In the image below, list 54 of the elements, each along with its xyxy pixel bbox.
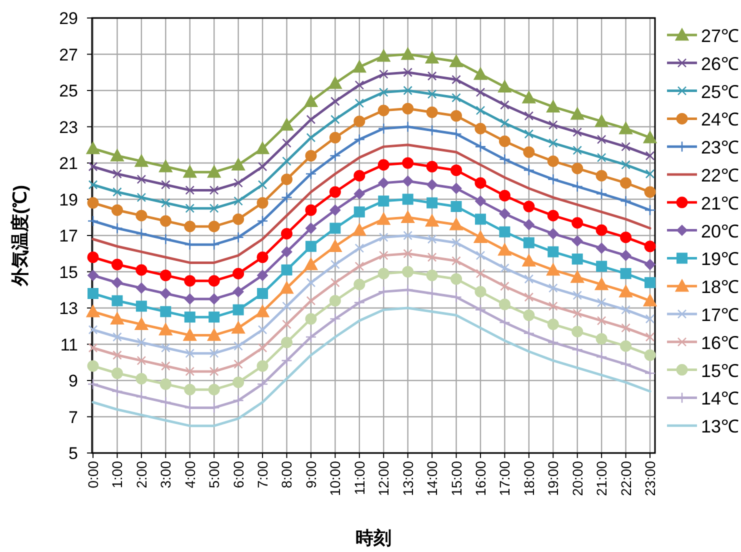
x-tick-label: 15:00	[448, 460, 464, 496]
legend-label: 20℃	[701, 221, 740, 242]
x-tick-label: 5:00	[206, 460, 222, 488]
legend-label: 16℃	[701, 332, 740, 353]
y-tick-label: 13	[59, 299, 78, 318]
legend-label: 17℃	[701, 305, 740, 325]
x-tick-label: 12:00	[376, 460, 392, 496]
x-tick-label: 0:00	[85, 460, 101, 488]
x-axis-title: 時刻	[356, 528, 392, 548]
legend-label: 15℃	[701, 360, 740, 381]
y-tick-label: 23	[59, 118, 78, 137]
y-tick-label: 19	[59, 190, 78, 210]
y-tick-label: 7	[68, 408, 78, 427]
x-tick-label: 11:00	[351, 460, 368, 495]
x-tick-label: 16:00	[472, 460, 488, 496]
y-tick-label: 15	[59, 262, 78, 282]
legend-label: 13℃	[701, 416, 740, 437]
y-tick-label: 29	[59, 9, 78, 28]
legend-label: 14℃	[701, 388, 740, 409]
y-tick-label: 9	[68, 372, 78, 390]
x-tick-label: 1:00	[109, 460, 126, 488]
x-tick-label: 13:00	[400, 460, 416, 496]
y-tick-label: 25	[59, 82, 78, 100]
legend-label: 23℃	[701, 138, 740, 158]
legend-label: 19℃	[701, 249, 740, 270]
legend-label: 21℃	[701, 193, 740, 214]
y-axis-title: 外気温度(℃)	[10, 185, 30, 287]
legend-label: 18℃	[701, 277, 740, 298]
x-tick-label: 8:00	[278, 460, 295, 488]
legend-label: 26℃	[701, 54, 740, 74]
x-tick-label: 14:00	[424, 460, 440, 496]
x-tick-label: 17:00	[496, 460, 513, 496]
x-tick-label: 7:00	[254, 460, 271, 488]
y-tick-label: 21	[59, 154, 78, 173]
x-tick-label: 4:00	[182, 460, 198, 488]
y-tick-label: 11	[60, 335, 78, 354]
legend-label: 27℃	[701, 26, 740, 46]
x-tick-label: 9:00	[302, 460, 319, 488]
x-tick-label: 6:00	[230, 460, 246, 488]
x-tick-label: 2:00	[133, 460, 150, 488]
legend-label: 24℃	[701, 110, 740, 130]
x-tick-label: 10:00	[327, 460, 344, 496]
y-tick-label: 27	[59, 45, 78, 64]
x-tick-label: 19:00	[545, 460, 562, 496]
x-tick-label: 20:00	[569, 460, 586, 496]
legend-label: 22℃	[701, 166, 740, 186]
x-tick-label: 3:00	[158, 460, 174, 488]
x-tick-label: 22:00	[618, 460, 634, 496]
y-tick-label: 5	[68, 444, 78, 463]
x-tick-label: 23:00	[642, 460, 658, 496]
x-tick-label: 18:00	[520, 460, 537, 496]
legend-label: 25℃	[701, 82, 740, 102]
y-tick-label: 17	[59, 226, 78, 246]
x-tick-label: 21:00	[594, 460, 610, 496]
